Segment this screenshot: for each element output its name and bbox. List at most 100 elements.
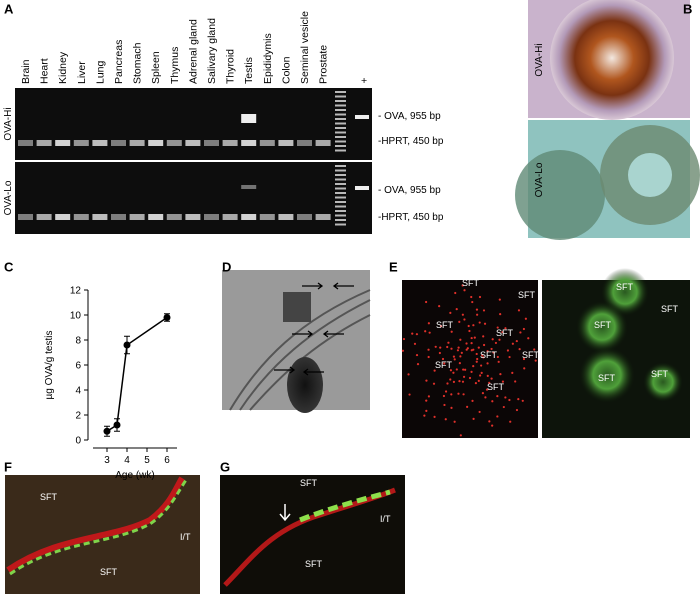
red-dot bbox=[433, 369, 436, 372]
red-dot bbox=[443, 403, 446, 407]
band bbox=[36, 214, 52, 220]
ladder-band bbox=[335, 192, 346, 194]
red-dot bbox=[433, 415, 436, 418]
band bbox=[111, 140, 126, 146]
red-dot bbox=[506, 349, 510, 352]
ladder-band bbox=[335, 165, 346, 167]
red-dot bbox=[465, 342, 468, 345]
region-label: SFT bbox=[522, 350, 540, 360]
region-label: SFT bbox=[305, 559, 323, 569]
region-label: SFT bbox=[435, 360, 453, 370]
red-dot bbox=[482, 309, 486, 312]
ladder-band bbox=[335, 100, 346, 102]
red-dot bbox=[459, 355, 462, 358]
band bbox=[92, 214, 108, 220]
region-label: SFT bbox=[518, 290, 536, 300]
ladder-band bbox=[335, 223, 346, 226]
panel-label: C bbox=[4, 259, 14, 274]
data-line bbox=[106, 316, 168, 432]
red-dot bbox=[491, 400, 494, 403]
tubule bbox=[579, 347, 635, 403]
red-dot bbox=[524, 317, 527, 320]
red-dot bbox=[457, 392, 460, 395]
ladder-band bbox=[335, 95, 346, 98]
red-dot bbox=[470, 370, 473, 373]
band bbox=[241, 214, 257, 220]
band bbox=[315, 140, 331, 146]
red-dot bbox=[462, 375, 466, 378]
red-dot bbox=[416, 363, 420, 366]
red-dot bbox=[457, 346, 460, 349]
red-dot bbox=[478, 295, 482, 299]
arrows bbox=[274, 282, 354, 376]
red-dot bbox=[472, 417, 475, 420]
red-dot bbox=[407, 373, 410, 376]
red-dot bbox=[447, 341, 450, 344]
band bbox=[259, 140, 275, 146]
ladder-band bbox=[335, 174, 346, 176]
red-dot bbox=[428, 331, 431, 334]
lane-label: Kidney bbox=[57, 51, 69, 84]
red-dot bbox=[423, 414, 426, 417]
panel-label: B bbox=[683, 1, 692, 16]
ladder-band bbox=[335, 127, 346, 129]
red-dot bbox=[497, 360, 500, 363]
red-dot bbox=[488, 381, 491, 384]
x-tick-label: 3 bbox=[104, 455, 110, 466]
red-dot bbox=[408, 393, 411, 396]
band bbox=[55, 140, 71, 146]
lane-label: Lung bbox=[94, 60, 106, 84]
band bbox=[185, 140, 201, 146]
red-dot bbox=[434, 345, 437, 348]
red-dot bbox=[427, 322, 430, 325]
lane-label: Thyroid bbox=[225, 49, 237, 84]
red-dot bbox=[439, 346, 442, 349]
lane-label: Pancreas bbox=[113, 40, 125, 84]
red-dot bbox=[470, 336, 473, 340]
red-dot bbox=[450, 393, 453, 396]
red-dot bbox=[466, 405, 469, 408]
red-dot bbox=[472, 324, 475, 327]
red-dot bbox=[482, 356, 485, 359]
band bbox=[241, 114, 257, 123]
x-tick-label: 6 bbox=[164, 455, 170, 466]
band bbox=[222, 140, 238, 146]
band bbox=[278, 140, 294, 146]
red-dot bbox=[458, 362, 461, 365]
band bbox=[355, 186, 369, 190]
red-dot bbox=[477, 379, 480, 383]
red-dot bbox=[514, 380, 517, 383]
red-dot bbox=[415, 353, 419, 357]
red-dot bbox=[478, 321, 481, 324]
region-label: SFT bbox=[616, 282, 634, 292]
band bbox=[297, 214, 312, 220]
region-label: SFT bbox=[661, 304, 679, 314]
red-dot bbox=[461, 284, 464, 287]
red-dot bbox=[460, 351, 463, 354]
red-dot bbox=[461, 313, 464, 316]
gel bbox=[15, 88, 372, 160]
ladder-band bbox=[335, 210, 346, 212]
red-dot bbox=[470, 341, 473, 345]
red-dot bbox=[472, 365, 475, 368]
band bbox=[241, 140, 257, 146]
red-dot bbox=[467, 324, 470, 328]
ladder-band bbox=[335, 205, 346, 208]
red-dot bbox=[481, 354, 484, 357]
lane-label: Thymus bbox=[169, 47, 181, 84]
y-axis-label: µg OVA/g testis bbox=[44, 331, 55, 400]
membrane bbox=[229, 289, 371, 411]
red-dot bbox=[517, 309, 521, 312]
red-dot bbox=[486, 374, 489, 378]
red-dot bbox=[521, 399, 524, 402]
green-stain bbox=[299, 489, 391, 523]
band bbox=[111, 214, 126, 220]
lane-label: Prostate bbox=[318, 45, 330, 84]
red-dot bbox=[491, 424, 494, 427]
red-dot bbox=[477, 346, 480, 349]
red-dot bbox=[450, 406, 453, 409]
red-dot bbox=[453, 358, 456, 361]
red-dot bbox=[471, 300, 474, 304]
band bbox=[55, 214, 71, 220]
y-tick-label: 0 bbox=[75, 436, 81, 447]
